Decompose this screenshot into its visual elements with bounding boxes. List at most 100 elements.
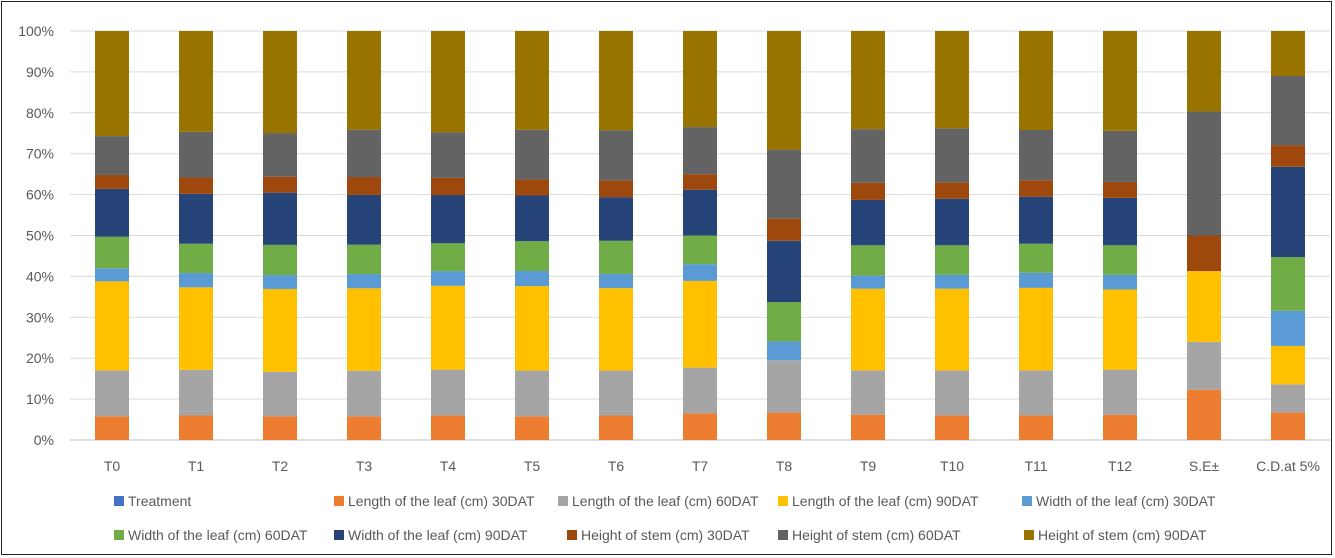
bar-segment — [935, 198, 969, 246]
bar-segment — [1019, 243, 1053, 273]
bar-segment — [347, 31, 381, 130]
bar-segment — [1019, 180, 1053, 197]
bar-segment — [1019, 272, 1053, 288]
y-tick-label: 20% — [26, 350, 54, 366]
bar-segment — [851, 182, 885, 200]
bar-segment — [767, 360, 801, 413]
bar-segment — [431, 195, 465, 244]
bar-segment — [851, 275, 885, 289]
bar-segment — [347, 274, 381, 289]
bar-segment — [515, 31, 549, 130]
bar-segment — [1103, 414, 1137, 440]
legend-swatch — [334, 530, 344, 540]
legend-label: Length of the leaf (cm) 90DAT — [792, 493, 979, 509]
legend-swatch — [778, 530, 788, 540]
stacked-bar-chart: 0% 10% 20% 30% 40% 50% 60% 70% 80% 90% 100% T0 T1 T2 T… — [18, 23, 1330, 474]
legend-swatch — [1024, 530, 1034, 540]
bar-segment — [1019, 129, 1053, 181]
y-tick-label: 80% — [26, 105, 54, 121]
bar-segment — [1271, 75, 1305, 146]
bar-segment — [95, 236, 129, 269]
y-tick-label: 90% — [26, 64, 54, 80]
bar-segment — [1103, 369, 1137, 415]
bar-segment — [1019, 370, 1053, 416]
bar-segment — [179, 131, 213, 178]
bar-segment — [935, 128, 969, 183]
bar-segment — [263, 192, 297, 245]
legend-item: Length of the leaf (cm) 60DAT — [558, 493, 759, 509]
bar-segment — [95, 188, 129, 237]
bar-segment — [347, 176, 381, 195]
bar-segment — [935, 31, 969, 129]
bar-segment — [851, 288, 885, 371]
bar-segment — [1271, 31, 1305, 76]
y-tick-label: 100% — [18, 23, 54, 39]
bar-segment — [935, 415, 969, 440]
bar-segment — [683, 264, 717, 281]
bar-segment — [263, 416, 297, 440]
bar-segment — [935, 274, 969, 289]
bar-segment — [1187, 31, 1221, 112]
bar-segment — [1187, 235, 1221, 272]
bar-segment — [347, 288, 381, 371]
bar-segment — [1103, 197, 1137, 246]
bar-segment — [767, 412, 801, 440]
bar-segment — [935, 182, 969, 199]
legend-swatch — [558, 496, 568, 506]
bar-segment — [263, 133, 297, 177]
bar-segment — [599, 180, 633, 198]
bar-segment — [95, 174, 129, 189]
legend-item: Length of the leaf (cm) 90DAT — [778, 493, 979, 509]
bar-segment — [347, 194, 381, 245]
bar-segment — [95, 136, 129, 175]
bar-segment — [515, 179, 549, 196]
y-tick-label: 0% — [34, 432, 54, 448]
bar-segment — [935, 245, 969, 275]
bar-segment — [851, 199, 885, 246]
bar-segment — [1187, 271, 1221, 342]
x-tick-label: T7 — [692, 458, 709, 474]
bar-segment — [599, 240, 633, 274]
bar-segment — [95, 31, 129, 137]
bar-segment — [263, 288, 297, 372]
bar-segment — [431, 243, 465, 272]
bar-segment — [683, 413, 717, 440]
bar-segment — [179, 273, 213, 288]
legend-item: Height of stem (cm) 30DAT — [567, 527, 750, 543]
legend-label: Height of stem (cm) 60DAT — [792, 527, 961, 543]
legend-swatch — [114, 530, 124, 540]
bar-segment — [431, 369, 465, 416]
bar-segment — [599, 31, 633, 131]
y-tick-label: 30% — [26, 309, 54, 325]
bar-segment — [1187, 341, 1221, 390]
y-tick-label: 50% — [26, 228, 54, 244]
bar-segment — [179, 415, 213, 440]
bar-segment — [431, 271, 465, 286]
legend-label: Height of stem (cm) 90DAT — [1038, 527, 1207, 543]
bar-segment — [599, 273, 633, 289]
bar-segment — [1271, 166, 1305, 258]
bar-segment — [1103, 245, 1137, 275]
bar-segment — [1019, 196, 1053, 244]
bar-segment — [935, 288, 969, 371]
bar-segment — [179, 287, 213, 370]
chart-legend: Treatment Length of the leaf (cm) 30DAT Le… — [2, 488, 1333, 558]
bar-segment — [1187, 389, 1221, 440]
bar-segment — [347, 129, 381, 177]
x-tick-label: T3 — [356, 458, 373, 474]
legend-label: Length of the leaf (cm) 60DAT — [572, 493, 759, 509]
bar-segment — [683, 189, 717, 236]
bar-segment — [179, 243, 213, 274]
bar-segment — [263, 371, 297, 417]
bar-segment — [95, 281, 129, 371]
bar-segment — [599, 370, 633, 416]
bar-segment — [431, 285, 465, 370]
bar-segment — [599, 130, 633, 181]
legend-item: Height of stem (cm) 60DAT — [778, 527, 961, 543]
bar-segment — [431, 132, 465, 178]
bar-segment — [767, 149, 801, 219]
bar-segment — [347, 370, 381, 417]
bar-segment — [179, 31, 213, 132]
bar-segment — [515, 271, 549, 287]
